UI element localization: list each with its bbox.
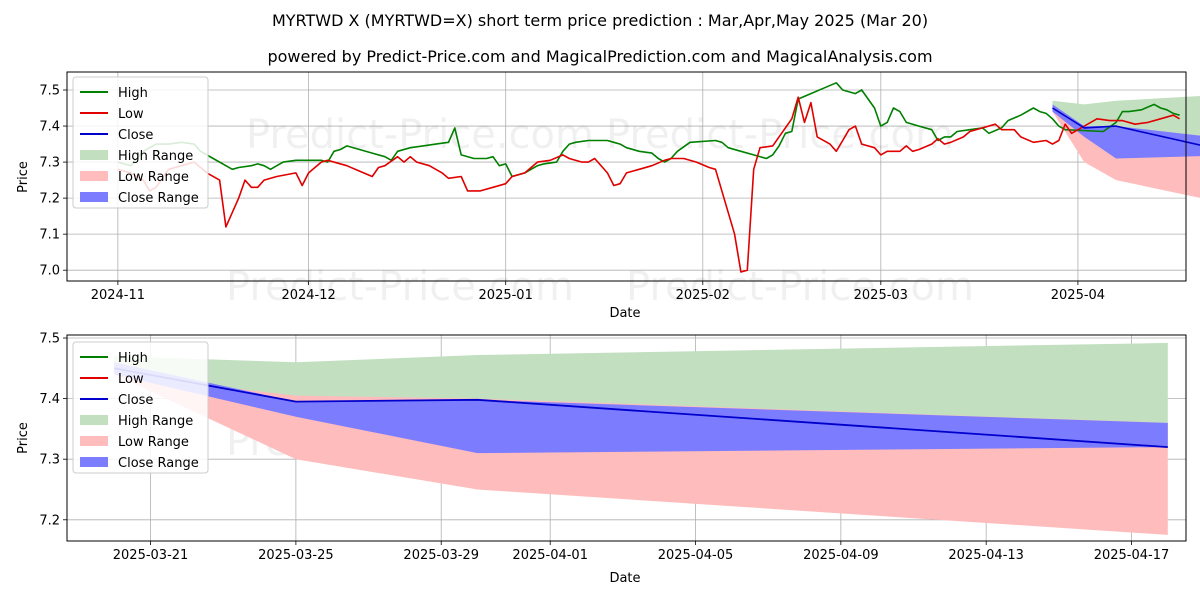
legend-label: Close	[118, 393, 153, 408]
legend-label: High	[118, 351, 148, 366]
y-tick-label: 7.2	[39, 513, 60, 528]
legend-label: Close	[118, 128, 153, 143]
watermark-text: Predict-Price.com	[246, 112, 594, 158]
x-tick-label: 2024-11	[91, 288, 145, 303]
legend-label: Low Range	[118, 435, 189, 450]
x-tick-label: 2025-04-05	[658, 548, 734, 563]
y-tick-label: 7.0	[39, 264, 60, 279]
y-tick-label: 7.2	[39, 192, 60, 207]
legend-label: Low	[118, 372, 144, 387]
x-tick-label: 2025-03-25	[258, 548, 334, 563]
chart-subtitle: powered by Predict-Price.com and Magical…	[267, 47, 932, 66]
x-tick-label: 2025-04-13	[948, 548, 1024, 563]
legend-swatch-patch	[80, 171, 108, 181]
x-tick-label: 2025-04-17	[1094, 548, 1170, 563]
x-axis-label: Date	[609, 306, 640, 321]
legend-swatch-patch	[80, 192, 108, 202]
watermark-text: Predict-Price.com	[226, 264, 574, 310]
x-tick-label: 2025-04	[1051, 288, 1105, 303]
legend-label: High Range	[118, 149, 193, 164]
legend-swatch-patch	[80, 415, 108, 425]
x-tick-label: 2025-03-21	[113, 548, 189, 563]
legend-label: Close Range	[118, 456, 199, 471]
y-tick-label: 7.5	[39, 332, 60, 347]
y-axis-label: Price	[16, 422, 31, 454]
legend-label: High Range	[118, 414, 193, 429]
chart-title: MYRTWD X (MYRTWD=X) short term price pre…	[272, 11, 928, 30]
y-tick-label: 7.4	[39, 392, 60, 407]
legend-label: High	[118, 86, 148, 101]
x-tick-label: 2025-03-29	[403, 548, 479, 563]
y-tick-label: 7.3	[39, 156, 60, 171]
legend-label: Low Range	[118, 170, 189, 185]
x-tick-label: 2025-04-01	[512, 548, 588, 563]
y-tick-label: 7.5	[39, 84, 60, 99]
y-tick-label: 7.1	[39, 228, 60, 243]
legend-swatch-patch	[80, 457, 108, 467]
x-axis-label: Date	[609, 571, 640, 586]
legend-swatch-patch	[80, 150, 108, 160]
x-tick-label: 2025-04-09	[803, 548, 879, 563]
y-tick-label: 7.4	[39, 120, 60, 135]
forecast-panel: 2025-03-21 2025-03-25 2025-03-29 2025-04-01…	[16, 332, 1186, 586]
axes-frame	[67, 72, 1186, 281]
legend-label: Low	[118, 107, 144, 122]
y-tick-label: 7.3	[39, 453, 60, 468]
legend-swatch-patch	[80, 436, 108, 446]
y-axis-label: Price	[16, 161, 31, 193]
legend-label: Close Range	[118, 191, 199, 206]
watermark-text: Predict-Price.com	[626, 264, 974, 310]
